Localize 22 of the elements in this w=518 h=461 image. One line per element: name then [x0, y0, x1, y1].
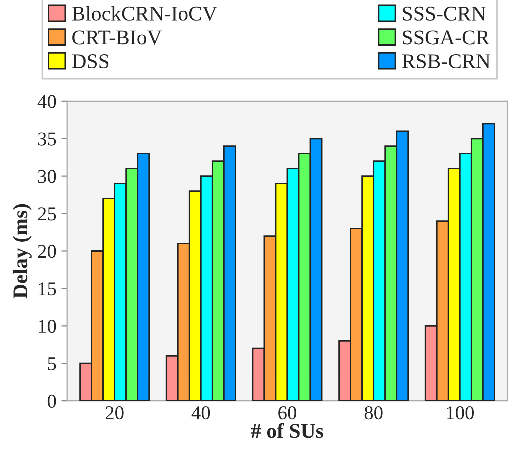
legend-label: DSS	[72, 54, 109, 69]
legend-label: BlockCRN-IoCV	[72, 6, 218, 22]
x-tick-label: 60	[278, 406, 296, 420]
x-axis-title: # of SUs	[251, 423, 324, 438]
y-tick-label: 30	[38, 170, 56, 184]
y-tick-label: 0	[48, 394, 56, 408]
y-tick-label: 35	[38, 132, 56, 146]
legend-label: SSGA-CR	[403, 30, 490, 45]
y-tick-label: 10	[39, 320, 56, 334]
x-tick-label: 20	[106, 406, 124, 420]
y-tick-label: 40	[38, 95, 56, 108]
y-axis-title: Delay (ms)	[12, 204, 32, 299]
legend-label: CRT-BIoV	[72, 30, 162, 45]
y-tick-label: 25	[38, 208, 56, 221]
y-tick-label: 15	[39, 282, 56, 296]
y-tick-label: 5	[48, 358, 56, 371]
legend-label: RSB-CRN	[402, 54, 490, 69]
y-tick-label: 20	[38, 245, 56, 258]
x-tick-label: 100	[447, 406, 474, 420]
legend-label: SSS-CRN	[403, 6, 486, 21]
x-tick-label: 40	[192, 406, 210, 420]
x-tick-label: 80	[364, 406, 383, 420]
